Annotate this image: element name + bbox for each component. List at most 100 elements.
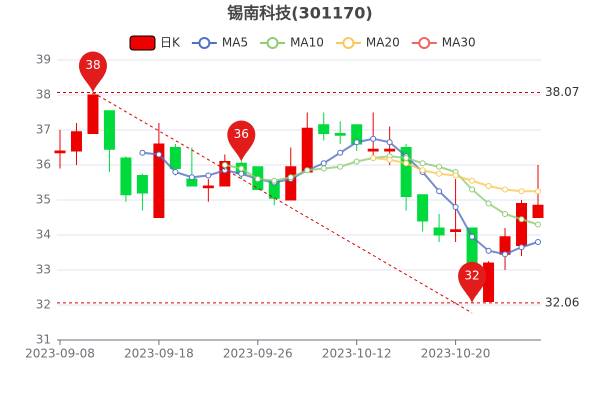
ma-point (271, 177, 278, 184)
ma-point (535, 221, 541, 228)
ma-point (304, 167, 311, 174)
y-tick-label: 31 (36, 333, 51, 347)
candle-body (70, 131, 82, 152)
x-tick-label: 2023-09-18 (124, 347, 194, 361)
ma-point (403, 160, 410, 167)
ref-label: 38.07 (545, 85, 579, 99)
ma-point (436, 170, 443, 177)
pin-marker (458, 261, 487, 303)
y-tick-label: 32 (36, 298, 51, 312)
candle-body (103, 110, 115, 150)
ma-point (485, 183, 492, 189)
chart-title: 锡南科技(301170) (227, 4, 372, 23)
ma-point (485, 200, 492, 207)
candle-body (334, 133, 346, 136)
legend-icon (129, 35, 156, 51)
ma-point (469, 233, 476, 240)
legend-label: 日K (160, 36, 181, 50)
candle-body (532, 204, 544, 218)
pin-marker (227, 120, 256, 162)
candle-body (120, 157, 132, 196)
ma-point (337, 149, 344, 156)
ma-point (188, 174, 195, 181)
ma-point (287, 174, 294, 181)
candle-body (87, 94, 99, 134)
legend-label: MA30 (442, 36, 476, 50)
ma-point (436, 188, 443, 195)
ma-point (221, 162, 228, 168)
ma-point (370, 155, 377, 161)
x-tick-label: 2023-10-12 (322, 347, 392, 361)
pin-label: 38 (85, 58, 100, 72)
ma-point (386, 156, 393, 163)
candle-body (483, 262, 495, 302)
ma-point (419, 160, 426, 167)
ma-point (172, 169, 179, 175)
y-tick-label: 39 (36, 53, 51, 67)
ma-point (436, 163, 443, 170)
ma-point (518, 216, 525, 223)
pin-label: 32 (464, 268, 479, 282)
ma-point (419, 167, 426, 174)
candle-body (285, 166, 297, 201)
y-tick-label: 35 (36, 193, 51, 207)
x-tick-label: 2023-09-26 (223, 347, 293, 361)
candle-body (169, 147, 181, 169)
ma-point (518, 188, 525, 195)
candle-body (400, 147, 412, 197)
candle-body (417, 194, 429, 222)
ma-point (238, 165, 245, 172)
ma-point (535, 239, 541, 245)
candle-body (318, 124, 330, 134)
candle-body (136, 175, 148, 194)
ma-point (386, 139, 393, 146)
ma-point (353, 158, 360, 165)
ma-point (370, 135, 377, 142)
y-tick-label: 38 (36, 88, 51, 102)
candle-body (153, 143, 165, 218)
legend-icon (198, 37, 211, 49)
legend-label: MA10 (290, 36, 324, 50)
ma-point (353, 139, 360, 146)
legend-label: MA5 (222, 36, 248, 50)
ma-point (452, 172, 459, 179)
ma-point (155, 151, 162, 158)
ma-point (469, 177, 476, 184)
x-tick-label: 2023-09-08 (25, 347, 95, 361)
legend-label: MA20 (366, 36, 400, 50)
y-tick-label: 36 (36, 158, 51, 172)
ma-point (469, 186, 476, 193)
x-tick-label: 2023-10-20 (421, 347, 491, 361)
ma-point (320, 160, 327, 167)
legend-icon (418, 37, 431, 49)
y-tick-label: 33 (36, 263, 51, 277)
ma-point (337, 163, 344, 170)
candle-body (219, 161, 231, 187)
ma-point (535, 188, 541, 195)
pin-marker (78, 51, 107, 93)
candle-body (384, 148, 396, 152)
candle-body (202, 185, 214, 189)
ma-line (142, 137, 539, 256)
ma-point (485, 247, 492, 254)
candle-body (516, 203, 528, 246)
ma-point (139, 149, 146, 156)
pin-label: 36 (234, 127, 249, 141)
candle-body (301, 127, 313, 173)
candle-body (367, 148, 379, 152)
ma-point (518, 244, 525, 251)
ma-point (254, 176, 261, 182)
ma-point (502, 186, 509, 193)
ref-label: 32.06 (545, 295, 579, 309)
ma-point (502, 251, 509, 258)
legend-icon (342, 37, 355, 49)
legend-icon (266, 37, 279, 49)
y-tick-label: 34 (36, 228, 51, 242)
candle-body (433, 227, 445, 236)
ma-point (403, 155, 410, 161)
ma-point (238, 170, 245, 177)
ma-point (452, 204, 459, 210)
ma-point (205, 172, 212, 179)
ma-point (320, 165, 327, 172)
